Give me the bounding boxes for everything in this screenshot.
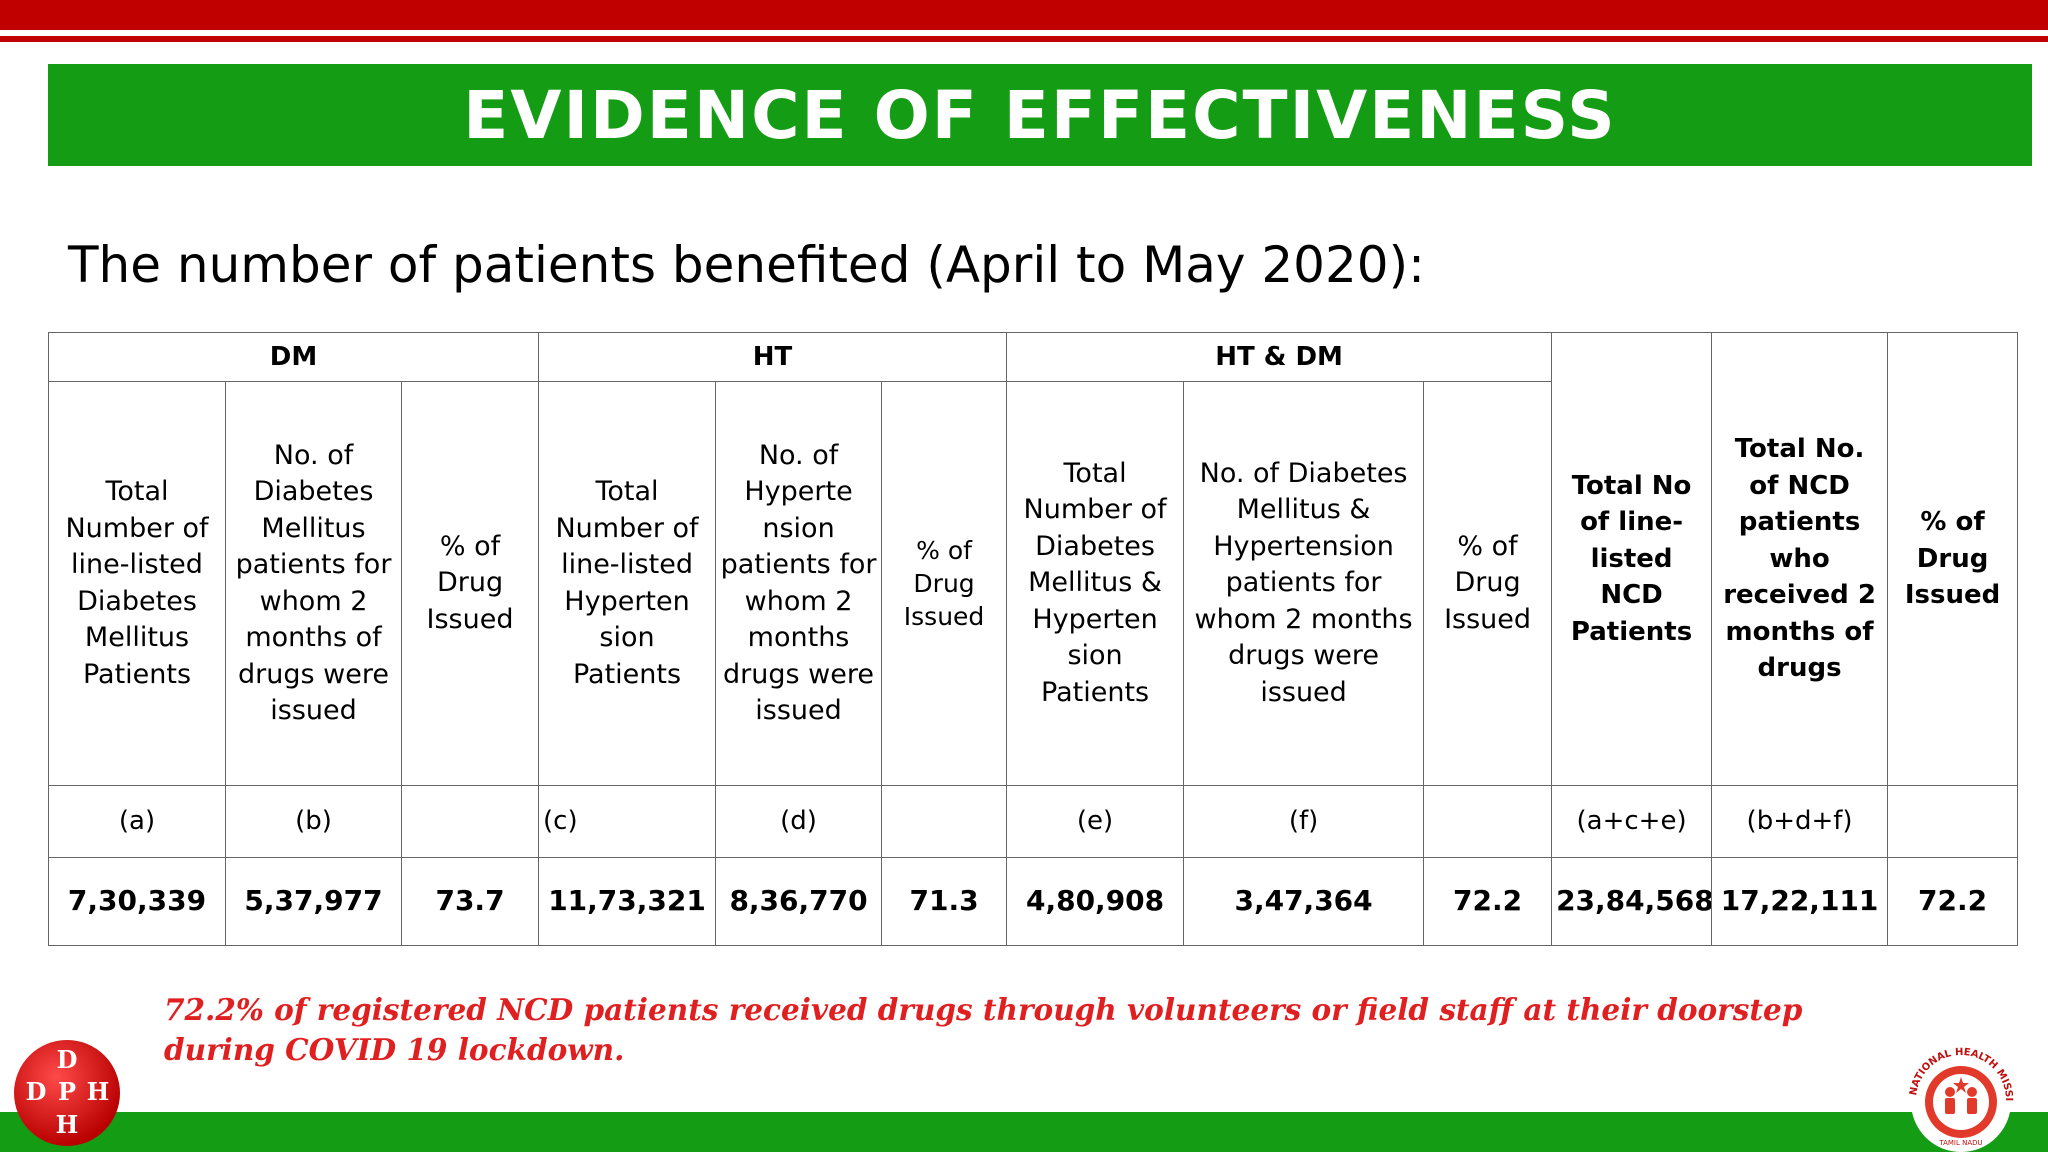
dph-letter-top: D [57,1045,78,1074]
header-dm-pct: % of Drug Issued [400,381,540,786]
header-htdm-total: Total Number of Diabetes Mellitus & Hype… [1006,381,1185,786]
value-ht-total: 11,73,321 [538,857,717,946]
header-ht-total: Total Number of line-listed Hyperten sio… [538,381,717,786]
dph-letter-left: D [26,1077,47,1106]
value-ncd-total: 23,84,568 [1551,857,1713,946]
table-caption: The number of patients benefited (April … [68,236,1425,294]
group-header-ht: HT [538,332,1008,382]
group-header-ht-dm: HT & DM [1006,332,1553,382]
header-htdm-issued: No. of Diabetes Mellitus & Hypertension … [1183,381,1425,786]
value-ht-issued: 8,36,770 [715,857,883,946]
formula-empty-1 [400,785,540,858]
value-htdm-issued: 3,47,364 [1183,857,1425,946]
header-ht-issued: No. of Hyperte nsion patients for whom 2… [715,381,883,786]
value-dm-pct: 73.7 [400,857,540,946]
value-dm-issued: 5,37,977 [225,857,402,946]
formula-empty-4 [1887,785,2019,858]
bottom-green-bar [0,1112,2048,1152]
header-ncd-total: Total No of line-listed NCD Patients [1551,332,1713,786]
formula-a: (a) [48,785,226,858]
header-ht-pct: % of Drug Issued [881,381,1008,786]
formula-ace: (a+c+e) [1551,785,1713,858]
formula-e: (e) [1006,785,1185,858]
dph-letter-middle: P [58,1077,76,1106]
page-title: EVIDENCE OF EFFECTIVENESS [463,76,1617,154]
header-ncd-pct: % of Drug Issued [1887,332,2019,786]
header-dm-total: Total Number of line-listed Diabetes Mel… [48,381,226,786]
values-row: 7,30,339 5,37,977 73.7 11,73,321 8,36,77… [48,857,2019,946]
value-htdm-pct: 72.2 [1423,857,1553,946]
formula-empty-3 [1423,785,1553,858]
dph-letter-bottom: H [56,1110,79,1139]
dph-letter-right: H [87,1077,110,1106]
formula-d: (d) [715,785,883,858]
value-htdm-total: 4,80,908 [1006,857,1185,946]
column-header-row: Total Number of line-listed Diabetes Mel… [48,381,2018,786]
value-dm-total: 7,30,339 [48,857,226,946]
formula-empty-2 [881,785,1008,858]
formula-c: (c) [538,785,717,858]
title-banner: EVIDENCE OF EFFECTIVENESS [48,64,2032,166]
value-ncd-pct: 72.2 [1887,857,2019,946]
header-dm-issued: No. of Diabetes Mellitus patients for wh… [225,381,402,786]
value-ht-pct: 71.3 [881,857,1008,946]
formula-f: (f) [1183,785,1425,858]
value-ncd-issued: 17,22,111 [1711,857,1889,946]
formula-b: (b) [225,785,402,858]
nhm-sub-text: TAMIL NADU [1938,1139,1982,1147]
dph-logo: D D P H H [14,1040,120,1146]
group-header-row: DM HT HT & DM Total No of line-listed NC… [47,332,2019,786]
formula-bdf: (b+d+f) [1711,785,1889,858]
top-red-line [0,36,2048,42]
patients-table: DM HT HT & DM Total No of line-listed NC… [47,332,2019,946]
top-red-bar [0,0,2048,30]
nhm-logo: NATIONAL HEALTH MISSION TAMIL NADU [1900,1030,2014,1152]
header-htdm-pct: % of Drug Issued [1423,381,1553,786]
header-ncd-issued: Total No. of NCD patients who received 2… [1711,332,1889,786]
footnote: 72.2% of registered NCD patients receive… [164,992,1803,1067]
group-header-dm: DM [47,332,540,382]
formula-row: (a) (b) (c) (d) (e) (f) (a+c+e) (b+d+f) [48,785,2019,858]
